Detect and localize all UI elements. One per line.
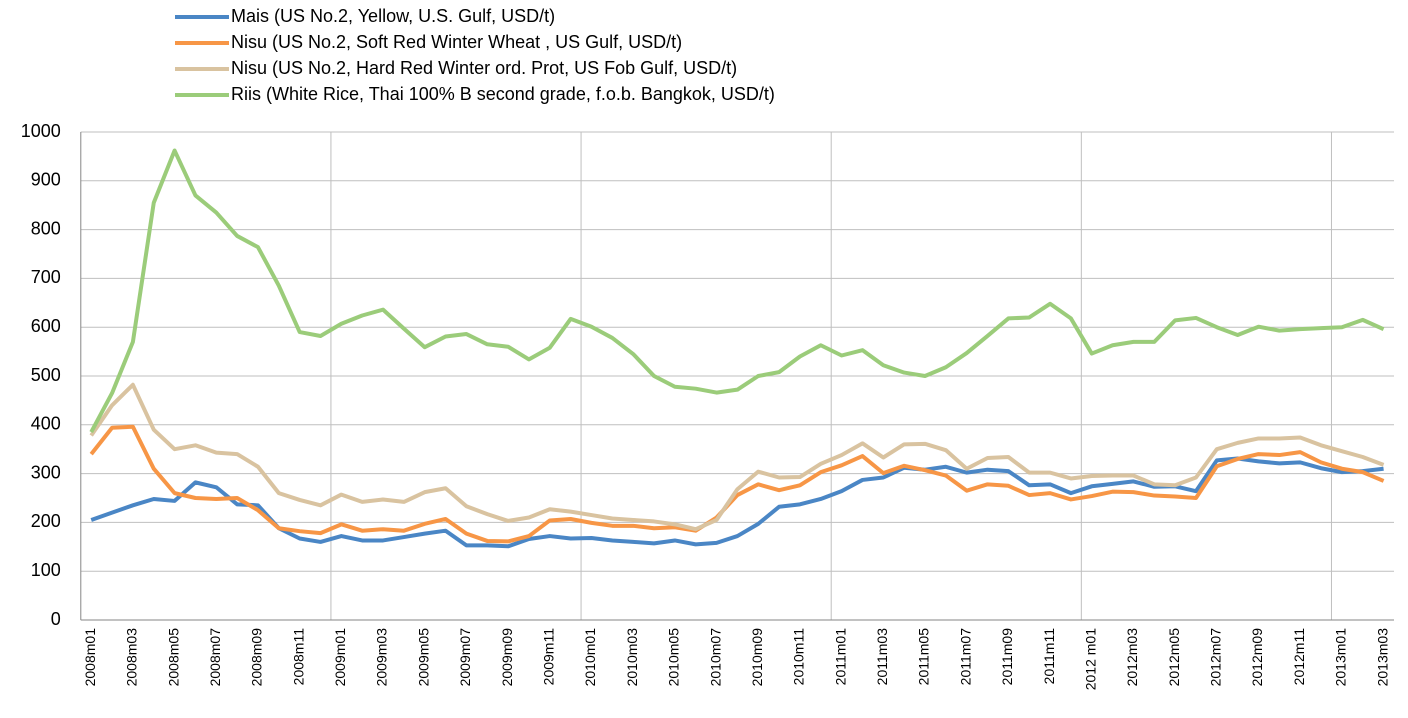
x-tick-label: 2009m07	[457, 628, 473, 687]
legend-label: Nisu (US No.2, Hard Red Winter ord. Prot…	[231, 58, 737, 78]
y-tick-label: 300	[31, 462, 61, 482]
x-tick-label: 2013m03	[1374, 628, 1390, 687]
x-tick-label: 2008m11	[290, 628, 306, 686]
x-tick-label: 2010m09	[749, 628, 765, 687]
x-tick-label: 2010m05	[666, 628, 682, 687]
x-tick-label: 2012m07	[1208, 628, 1224, 687]
x-tick-label: 2011m05	[916, 628, 932, 686]
x-tick-label: 2010m07	[707, 628, 723, 687]
x-tick-label: 2012 m01	[1082, 628, 1098, 690]
x-tick-label: 2010m01	[582, 628, 598, 687]
x-tick-label: 2008m07	[207, 628, 223, 687]
x-tick-label: 2012m05	[1166, 628, 1182, 687]
legend-label: Mais (US No.2, Yellow, U.S. Gulf, USD/t)	[231, 6, 555, 26]
y-tick-label: 600	[31, 316, 61, 336]
x-tick-label: 2010m11	[791, 628, 807, 686]
series-line	[89, 424, 1385, 544]
y-tick-label: 700	[31, 267, 61, 287]
y-tick-label: 400	[31, 414, 61, 434]
x-tick-label: 2011m03	[874, 628, 890, 686]
x-tick-label: 2010m03	[624, 628, 640, 687]
x-tick-label: 2011m09	[999, 628, 1015, 686]
series-line	[90, 456, 1384, 549]
y-tick-label: 200	[31, 511, 61, 531]
x-tick-label: 2008m09	[249, 628, 265, 687]
y-tick-label: 100	[31, 560, 61, 580]
series-line	[89, 382, 1385, 532]
y-tick-label: 0	[51, 609, 61, 629]
x-tick-label: 2009m05	[415, 628, 431, 687]
y-tick-label: 800	[31, 218, 61, 238]
y-tick-label: 900	[31, 170, 61, 190]
legend-label: Nisu (US No.2, Soft Red Winter Wheat , U…	[231, 32, 682, 52]
x-tick-label: 2009m11	[541, 628, 557, 686]
x-tick-label: 2012m11	[1291, 628, 1307, 686]
x-tick-label: 2012m09	[1249, 628, 1265, 687]
x-tick-label: 2009m09	[499, 628, 515, 687]
legend-label: Riis (White Rice, Thai 100% B second gra…	[231, 84, 775, 104]
y-tick-label: 1000	[21, 121, 61, 141]
x-tick-label: 2012m03	[1124, 628, 1140, 687]
series-line	[89, 148, 1385, 434]
x-tick-label: 2009m01	[332, 628, 348, 687]
x-tick-label: 2008m01	[82, 628, 98, 687]
x-tick-label: 2008m05	[165, 628, 181, 687]
x-tick-label: 2009m03	[374, 628, 390, 687]
x-tick-label: 2011m07	[957, 628, 973, 686]
x-tick-label: 2008m03	[124, 628, 140, 687]
x-tick-label: 2011m01	[832, 628, 848, 686]
x-tick-label: 2013m01	[1333, 628, 1349, 687]
x-tick-label: 2011m11	[1041, 628, 1057, 685]
y-tick-label: 500	[31, 365, 61, 385]
